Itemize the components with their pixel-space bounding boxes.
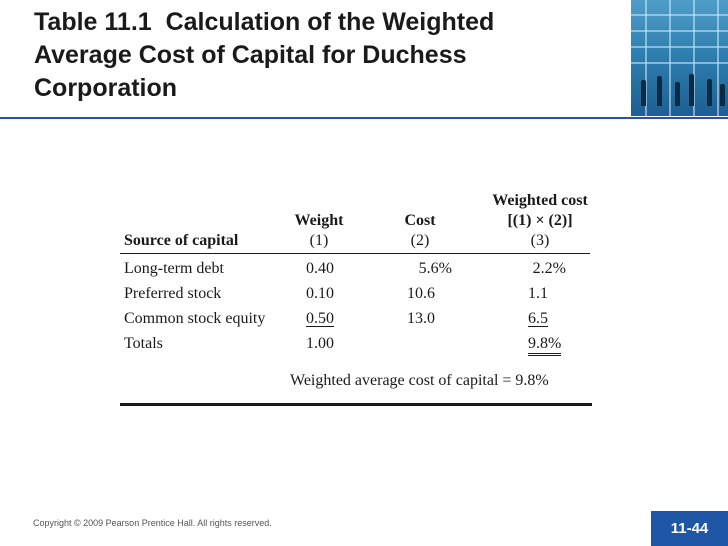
- row-cost: 10.6: [407, 285, 435, 302]
- header-photo: [631, 0, 728, 116]
- row-weight: 0.50: [306, 310, 334, 327]
- totals-weighted: 9.8%: [528, 335, 562, 356]
- page-number-badge: 11-44: [651, 511, 728, 546]
- slide-title: Table 11.1 Calculation of the Weighted A…: [34, 6, 594, 105]
- row-weight: 0.40: [306, 260, 334, 277]
- header-weight-sub: (1): [309, 232, 329, 249]
- row-source: Common stock equity: [124, 310, 266, 327]
- header-weighted-formula: [(1) × (2)]: [507, 212, 573, 229]
- title-rule: [0, 117, 728, 119]
- wacc-summary: Weighted average cost of capital = 9.8%: [290, 372, 549, 389]
- row-weighted: 2.2%: [532, 260, 566, 277]
- row-weight: 0.10: [306, 285, 334, 302]
- header-weighted-sub: (3): [530, 232, 550, 249]
- header-weighted-cost: Weighted cost: [492, 192, 588, 209]
- header-weight: Weight: [294, 212, 344, 229]
- table-bottom-rule: [120, 403, 592, 406]
- header-cost: Cost: [404, 212, 436, 229]
- row-source: Preferred stock: [124, 285, 222, 302]
- table-number: Table 11.1: [34, 8, 152, 36]
- row-weighted: 1.1: [528, 285, 548, 302]
- row-cost: 5.6%: [418, 260, 452, 277]
- row-weighted: 6.5: [528, 310, 548, 327]
- header-cost-sub: (2): [410, 232, 430, 249]
- header-rule: [120, 253, 590, 254]
- copyright-text: Copyright © 2009 Pearson Prentice Hall. …: [33, 518, 272, 528]
- row-source: Long-term debt: [124, 260, 224, 277]
- title-text: Calculation of the Weighted Average Cost…: [34, 8, 495, 102]
- totals-weight: 1.00: [306, 335, 334, 352]
- header-source: Source of capital: [124, 232, 239, 249]
- totals-label: Totals: [124, 335, 163, 352]
- row-cost: 13.0: [407, 310, 435, 327]
